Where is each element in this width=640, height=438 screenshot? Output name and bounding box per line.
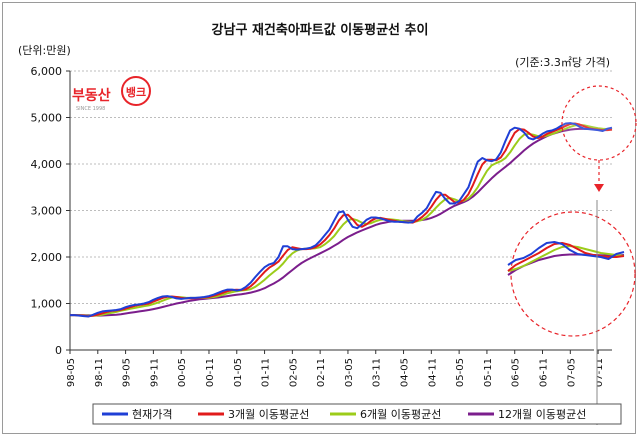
x-tick-label: 03-11 xyxy=(372,358,383,387)
x-tick-label: 07-05 xyxy=(566,358,577,387)
series-line xyxy=(70,123,613,317)
x-tick-label: 02-11 xyxy=(316,358,327,387)
x-tick-label: 05-11 xyxy=(483,358,494,387)
x-tick-labels: 98-05 98-11 99-05 99-11 00-05 00-11 01-05 01-11… xyxy=(66,350,605,387)
legend-label: 현재가격 xyxy=(132,408,172,421)
x-tick-label: 00-05 xyxy=(177,358,188,387)
zoom-source-circle xyxy=(561,85,637,161)
chart-title: 강남구 재건축아파트값 이동평균선 추이 xyxy=(212,22,429,38)
x-tick-label: 06-05 xyxy=(511,358,522,387)
x-tick-label: 03-05 xyxy=(344,358,355,387)
y-tick-label: 0 xyxy=(55,344,62,357)
legend-label: 6개월 이동평균선 xyxy=(360,408,441,421)
logo-text: 부동산 xyxy=(72,87,111,104)
x-tick-label: 99-11 xyxy=(149,358,160,387)
logo-badge-text: 뱅크 xyxy=(126,85,146,99)
x-tick-label: 98-05 xyxy=(66,358,77,387)
zoom-arrow-head xyxy=(594,184,604,192)
logo-badge-circle xyxy=(121,76,151,106)
legend-label: 12개월 이동평균선 xyxy=(498,408,586,421)
x-tick-label: 02-05 xyxy=(288,358,299,387)
y-tick-label: 1,000 xyxy=(31,298,63,311)
grid-layer xyxy=(66,70,612,351)
x-tick-label: 05-05 xyxy=(455,358,466,387)
y-tick-labels: 0 1,000 2,000 3,000 4,000 5,000 6,000 xyxy=(31,65,63,357)
zoom-target-circle xyxy=(510,211,636,337)
y-tick-label: 5,000 xyxy=(31,112,63,125)
series-layer xyxy=(70,122,613,318)
inset-zoom xyxy=(507,85,637,425)
x-tick-label: 04-05 xyxy=(400,358,411,387)
unit-label: (단위:만원) xyxy=(18,44,71,57)
legend: 현재가격 3개월 이동평균선 6개월 이동평균선 12개월 이동평균선 xyxy=(92,403,622,425)
series-line xyxy=(70,127,613,317)
x-tick-label: 00-11 xyxy=(205,358,216,387)
x-tick-label: 06-11 xyxy=(539,358,550,387)
y-tick-label: 3,000 xyxy=(31,205,63,218)
x-tick-label: 99-05 xyxy=(122,358,133,387)
legend-box xyxy=(92,403,622,425)
x-tick-label: 07-11 xyxy=(594,358,605,387)
chart-frame xyxy=(2,2,636,434)
x-tick-label: 01-11 xyxy=(261,358,272,387)
legend-label: 3개월 이동평균선 xyxy=(228,408,309,421)
y-tick-label: 6,000 xyxy=(31,65,63,78)
x-tick-label: 98-11 xyxy=(94,358,105,387)
logo-since: SINCE 1998 xyxy=(76,106,105,112)
x-tick-label: 04-11 xyxy=(427,358,438,387)
inset-series-line xyxy=(507,242,625,272)
logo-mark: 부동산 뱅크 SINCE 1998 xyxy=(72,76,151,112)
y-tick-label: 2,000 xyxy=(31,251,63,264)
inset-series-line xyxy=(507,241,625,266)
x-tick-label: 01-05 xyxy=(233,358,244,387)
y-tick-label: 4,000 xyxy=(31,158,63,171)
series-line xyxy=(70,122,613,318)
basis-label: (기준:3.3㎡당 가격) xyxy=(515,56,610,69)
